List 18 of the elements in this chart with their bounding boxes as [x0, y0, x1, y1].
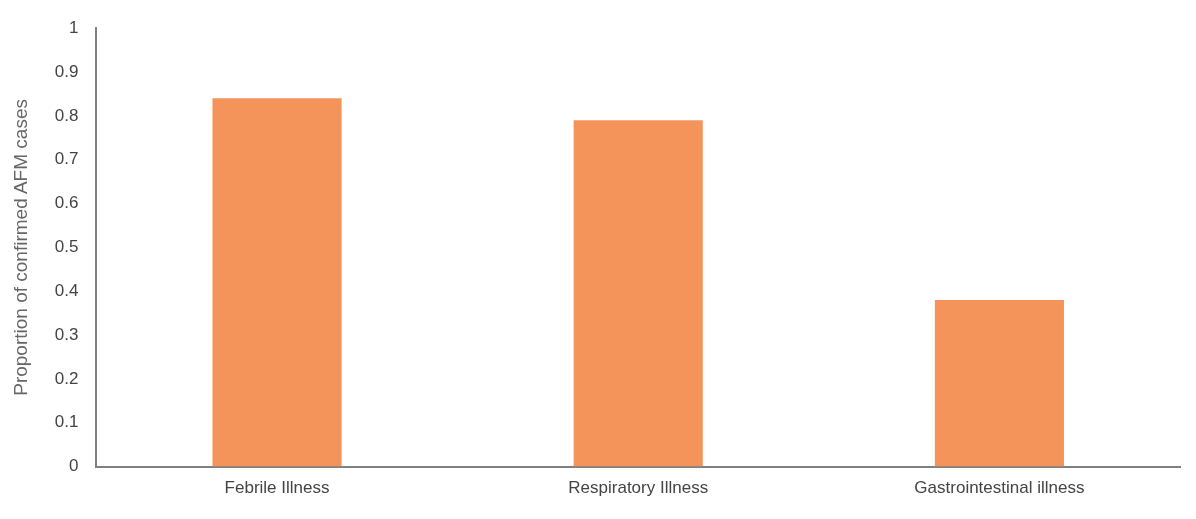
x-tick-label: Febrile Illness: [224, 478, 330, 498]
bar: [573, 120, 703, 467]
y-tick-label: 0.3: [54, 324, 79, 344]
y-tick-label: 0.5: [54, 237, 79, 257]
y-tick-label: 0: [68, 456, 79, 476]
x-tick-label: Respiratory Illness: [568, 478, 709, 498]
bar: [934, 300, 1064, 467]
y-tick-label: 0.8: [54, 105, 79, 125]
y-tick-label: 0.2: [54, 368, 79, 388]
y-axis-title: Proportion of confirmed AFM cases: [9, 99, 31, 396]
x-tick-label: Gastrointestinal illness: [914, 478, 1085, 498]
y-tick-label: 0.6: [54, 193, 79, 213]
y-tick-label: 0.1: [54, 412, 79, 432]
y-tick-label: 1: [68, 17, 79, 37]
y-tick-label: 0.7: [54, 149, 79, 169]
y-tick-label: 0.4: [54, 280, 79, 300]
y-tick-label: 0.9: [54, 61, 79, 81]
bar: [212, 98, 342, 467]
